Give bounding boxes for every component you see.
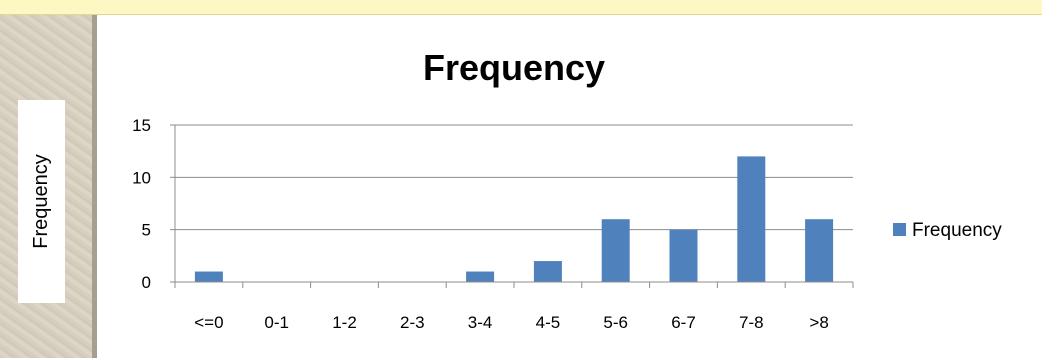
y-axis-label-box: Frequency bbox=[18, 100, 65, 303]
chart-panel: Frequency 0 5 10 15 <=0 0-1 1-2 2-3 3-4 4-5 5-6 6-7 7… bbox=[97, 15, 1042, 358]
x-tick-label-0: <=0 bbox=[194, 313, 223, 332]
y-axis-label: Frequency bbox=[30, 154, 52, 249]
y-tick-label-10: 10 bbox=[132, 168, 151, 187]
bar-6-7 bbox=[669, 229, 698, 282]
legend-label: Frequency bbox=[912, 220, 1002, 241]
y-tick-label-15: 15 bbox=[132, 116, 151, 135]
chart-title: Frequency bbox=[423, 47, 605, 88]
bar-7-8 bbox=[737, 156, 766, 282]
x-tick-label-3: 2-3 bbox=[400, 313, 425, 332]
bar-3-4 bbox=[466, 271, 495, 282]
left-border bbox=[92, 15, 97, 358]
bar-chart: Frequency 0 5 10 15 <=0 0-1 1-2 2-3 3-4 4-5 5-6 6-7 7… bbox=[132, 47, 1002, 332]
bar-4-5 bbox=[533, 261, 562, 282]
x-tick-label-8: 7-8 bbox=[739, 313, 764, 332]
y-tick-label-0: 0 bbox=[142, 273, 151, 292]
bar-5-6 bbox=[601, 219, 630, 282]
y-tick-label-5: 5 bbox=[142, 221, 151, 240]
x-tick-label-4: 3-4 bbox=[468, 313, 493, 332]
x-tick-label-5: 4-5 bbox=[536, 313, 561, 332]
x-tick-label-7: 6-7 bbox=[671, 313, 696, 332]
legend-swatch bbox=[893, 223, 906, 236]
top-band bbox=[0, 0, 1042, 15]
x-tick-label-2: 1-2 bbox=[332, 313, 357, 332]
bar-<=0 bbox=[194, 271, 223, 282]
bar->8 bbox=[805, 219, 834, 282]
x-tick-label-1: 0-1 bbox=[264, 313, 289, 332]
x-tick-label-9: >8 bbox=[809, 313, 828, 332]
x-tick-label-6: 5-6 bbox=[603, 313, 628, 332]
